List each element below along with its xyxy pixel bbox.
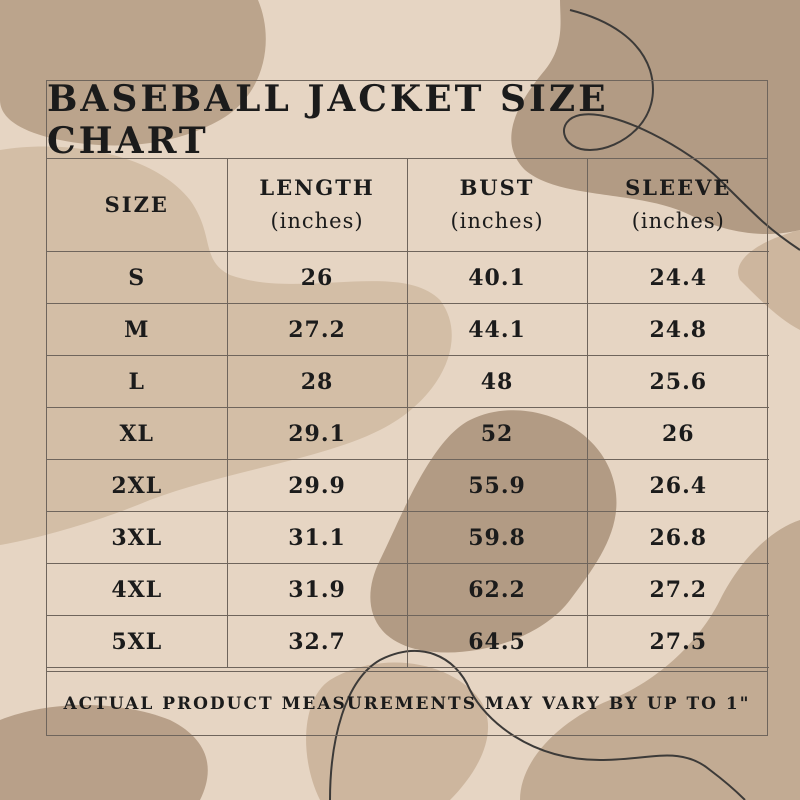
cell-length: 28	[226, 355, 408, 408]
cell-size: M	[47, 303, 228, 356]
header-bust: BUST (inches)	[406, 159, 588, 252]
cell-bust: 62.2	[406, 563, 588, 616]
cell-sleeve: 26	[586, 407, 769, 460]
cell-sleeve: 26.8	[586, 511, 769, 564]
blob-bottom-center	[306, 662, 489, 800]
cell-size: 4XL	[47, 563, 228, 616]
table-row: 3XL 31.1 59.8 26.8	[47, 511, 769, 564]
cell-bust: 52	[406, 407, 588, 460]
cell-bust: 59.8	[406, 511, 588, 564]
cell-bust: 44.1	[406, 303, 588, 356]
header-label: LENGTH	[259, 175, 375, 201]
cell-size: 2XL	[47, 459, 228, 512]
header-label: SIZE	[104, 191, 169, 217]
cell-size: S	[47, 251, 228, 304]
table-row: L 28 48 25.6	[47, 355, 769, 408]
cell-bust: 64.5	[406, 615, 588, 668]
header-label: SLEEVE	[625, 175, 732, 201]
blob-top-left	[0, 0, 266, 146]
header-unit: (inches)	[450, 209, 544, 233]
cell-length: 31.1	[226, 511, 408, 564]
chart-title: BASEBALL JACKET SIZE CHART	[47, 78, 767, 162]
cell-bust: 55.9	[406, 459, 588, 512]
cell-bust: 48	[406, 355, 588, 408]
table-row: M 27.2 44.1 24.8	[47, 303, 769, 356]
cell-length: 31.9	[226, 563, 408, 616]
header-sleeve: SLEEVE (inches)	[586, 159, 769, 252]
measurement-note: ACTUAL PRODUCT MEASUREMENTS MAY VARY BY …	[47, 671, 767, 735]
table-row: S 26 40.1 24.4	[47, 251, 769, 304]
header-size: SIZE	[47, 159, 228, 252]
header-label: BUST	[459, 175, 535, 201]
table-header-row: SIZE LENGTH (inches) BUST (inches) SLEEV…	[47, 159, 769, 252]
cell-length: 29.1	[226, 407, 408, 460]
table-row: 4XL 31.9 62.2 27.2	[47, 563, 769, 616]
table-row: 5XL 32.7 64.5 27.5	[47, 615, 769, 668]
cell-sleeve: 26.4	[586, 459, 769, 512]
size-table: SIZE LENGTH (inches) BUST (inches) SLEEV…	[47, 159, 769, 668]
table-row: XL 29.1 52 26	[47, 407, 769, 460]
cell-sleeve: 27.2	[586, 563, 769, 616]
cell-bust: 40.1	[406, 251, 588, 304]
table-row: 2XL 29.9 55.9 26.4	[47, 459, 769, 512]
blob-bottom-left	[0, 705, 208, 800]
header-unit: (inches)	[631, 209, 725, 233]
cell-length: 26	[226, 251, 408, 304]
cell-size: L	[47, 355, 228, 408]
cell-size: XL	[47, 407, 228, 460]
cell-sleeve: 27.5	[586, 615, 769, 668]
size-chart-card: BASEBALL JACKET SIZE CHART SIZE LENGTH (…	[46, 78, 769, 736]
cell-sleeve: 24.4	[586, 251, 769, 304]
cell-sleeve: 25.6	[586, 355, 769, 408]
cell-length: 27.2	[226, 303, 408, 356]
header-unit: (inches)	[270, 209, 364, 233]
swirl-line-bottom	[329, 650, 746, 800]
cell-size: 5XL	[47, 615, 228, 668]
cell-length: 29.9	[226, 459, 408, 512]
header-length: LENGTH (inches)	[226, 159, 408, 252]
cell-length: 32.7	[226, 615, 408, 668]
cell-sleeve: 24.8	[586, 303, 769, 356]
cell-size: 3XL	[47, 511, 228, 564]
